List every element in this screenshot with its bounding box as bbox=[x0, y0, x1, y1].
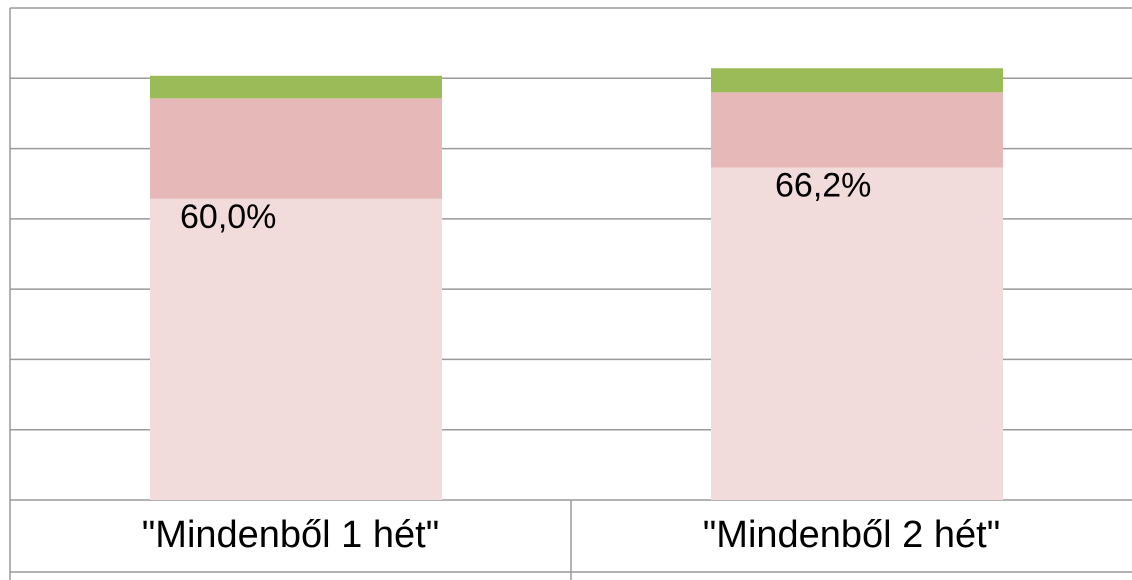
bar-segment bbox=[150, 98, 442, 199]
bar-segment bbox=[711, 68, 1003, 93]
bar-segment bbox=[150, 198, 442, 500]
x-tick-label: "Mindenből 2 hét" bbox=[703, 514, 1000, 556]
bar-segment bbox=[150, 75, 442, 99]
data-label: 66,2% bbox=[775, 167, 871, 205]
data-label: 60,0% bbox=[180, 198, 276, 236]
bar-segment bbox=[711, 92, 1003, 168]
x-tick-label: "Mindenből 1 hét" bbox=[142, 514, 439, 556]
bar-segment bbox=[711, 167, 1003, 500]
